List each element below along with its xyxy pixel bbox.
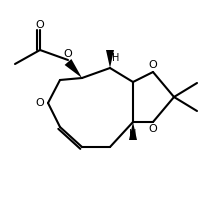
Polygon shape [129, 122, 137, 140]
Text: O: O [36, 98, 44, 108]
Text: O: O [36, 20, 44, 30]
Polygon shape [65, 59, 82, 78]
Text: O: O [64, 49, 72, 59]
Text: H: H [129, 129, 137, 139]
Text: H: H [112, 53, 120, 63]
Text: O: O [149, 60, 157, 70]
Text: O: O [149, 124, 157, 134]
Polygon shape [106, 50, 114, 68]
